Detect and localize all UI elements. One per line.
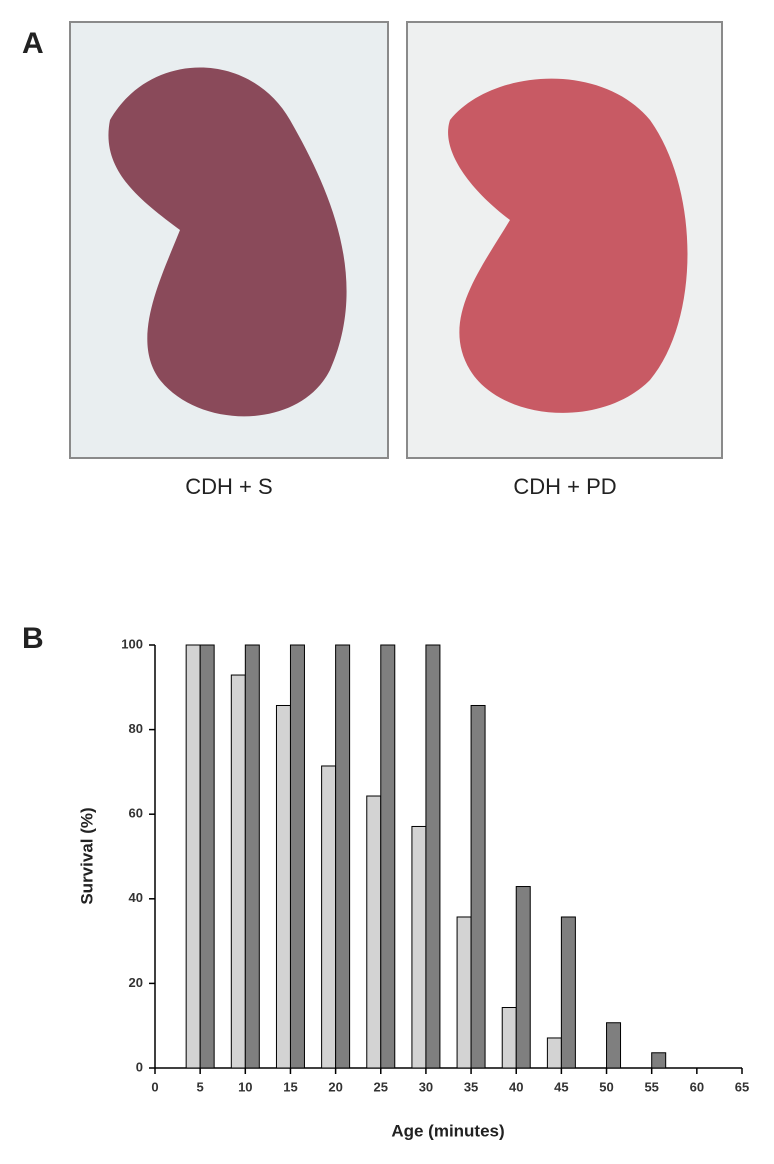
bar (651, 1052, 667, 1069)
x-tick-label: 45 (554, 1079, 568, 1094)
bar (456, 916, 472, 1069)
bar (199, 644, 215, 1069)
x-tick-label: 40 (509, 1079, 523, 1094)
photo-caption: CDH + PD (513, 474, 616, 499)
x-tick-label: 50 (599, 1079, 613, 1094)
bar (546, 1037, 562, 1069)
bar (606, 1022, 622, 1069)
panel-label: B (22, 622, 44, 655)
x-tick-label: 15 (283, 1079, 297, 1094)
panel-label: A (22, 27, 44, 60)
bar (230, 674, 246, 1069)
y-tick-label: 100 (121, 636, 143, 651)
bar (321, 765, 337, 1069)
bar (470, 704, 486, 1069)
x-tick-label: 10 (238, 1079, 252, 1094)
photo-caption: CDH + S (185, 474, 272, 499)
bar (515, 886, 531, 1069)
bar (289, 644, 305, 1069)
x-tick-label: 30 (419, 1079, 433, 1094)
x-tick-label: 20 (328, 1079, 342, 1094)
photo (406, 21, 723, 459)
x-tick-label: 25 (374, 1079, 388, 1094)
bar (244, 644, 260, 1069)
x-tick-label: 60 (690, 1079, 704, 1094)
y-tick-label: 80 (129, 721, 143, 736)
y-tick-label: 60 (129, 806, 143, 821)
x-axis-label: Age (minutes) (391, 1121, 504, 1140)
bar (335, 644, 351, 1069)
x-tick-label: 0 (151, 1079, 158, 1094)
bar (411, 825, 427, 1069)
bar (275, 704, 291, 1069)
y-axis-label: Survival (%) (77, 807, 96, 904)
y-tick-label: 20 (129, 975, 143, 990)
x-tick-label: 35 (464, 1079, 478, 1094)
x-tick-label: 5 (197, 1079, 204, 1094)
y-tick-label: 0 (136, 1059, 143, 1074)
x-tick-label: 55 (644, 1079, 658, 1094)
bar (185, 644, 201, 1069)
bar (380, 644, 396, 1069)
y-tick-label: 40 (129, 890, 143, 905)
bar (425, 644, 441, 1069)
photo (69, 21, 389, 459)
bar (501, 1007, 517, 1069)
bar (366, 795, 382, 1069)
x-tick-label: 65 (735, 1079, 749, 1094)
bar (560, 916, 576, 1069)
